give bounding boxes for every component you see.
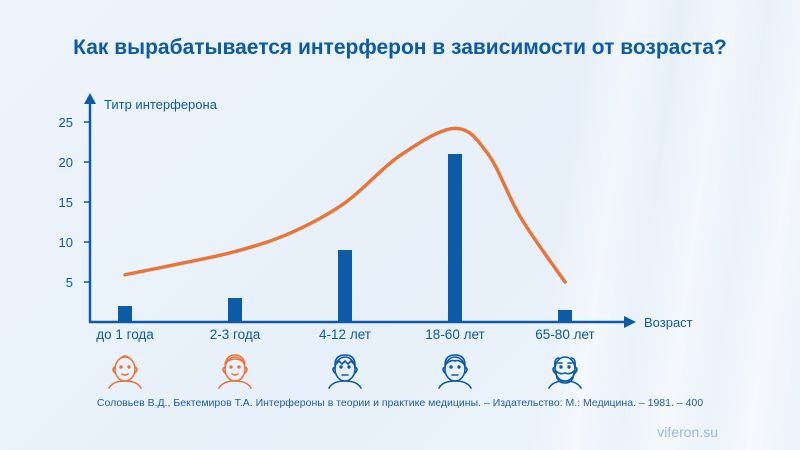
man-face-icon <box>438 354 472 389</box>
category-label: 65-80 лет <box>535 327 594 342</box>
category-label: 18-60 лет <box>425 327 484 342</box>
y-tick-label: 25 <box>59 115 73 130</box>
y-tick-label: 5 <box>66 275 73 290</box>
boy-face-icon <box>328 354 362 389</box>
y-tick-label: 20 <box>59 155 73 170</box>
category-label: 4-12 лет <box>319 327 371 342</box>
bar <box>338 250 352 322</box>
bar <box>118 306 132 322</box>
elderly-face-icon <box>548 356 582 389</box>
x-axis-arrow <box>624 316 636 328</box>
baby-face-icon <box>108 355 142 389</box>
chart-title: Как вырабатывается интерферон в зависимо… <box>73 36 727 59</box>
source-citation: Соловьев В.Д., Бектемиров Т.А. Интерферо… <box>96 397 704 409</box>
trend-curve <box>123 126 567 284</box>
y-tick-label: 15 <box>59 195 73 210</box>
category-label: до 1 года <box>96 327 154 342</box>
y-tick-label: 10 <box>59 235 73 250</box>
category-label: 2-3 года <box>210 327 261 342</box>
site-watermark: viferon.su <box>657 424 718 440</box>
y-axis-arrow <box>84 93 96 104</box>
x-axis-label: Возраст <box>644 315 693 330</box>
y-axis-label: Титр интерферона <box>104 97 218 112</box>
bar <box>228 298 242 322</box>
bar <box>448 154 462 322</box>
child-face-icon <box>218 354 252 389</box>
bar <box>558 310 572 322</box>
